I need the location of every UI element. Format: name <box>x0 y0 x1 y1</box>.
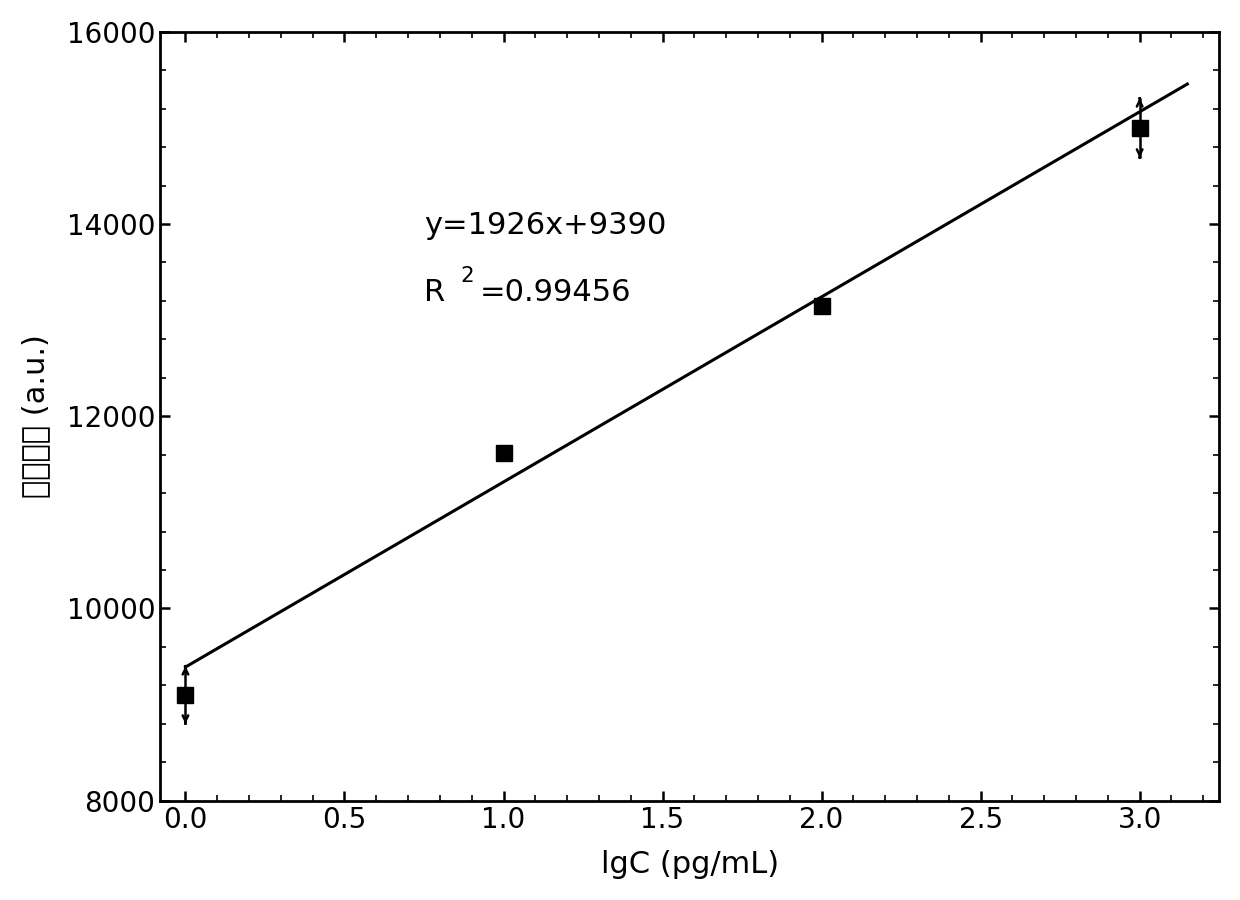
Text: y=1926x+9390: y=1926x+9390 <box>424 211 666 239</box>
Text: =0.99456: =0.99456 <box>480 278 631 307</box>
Text: R: R <box>424 278 445 307</box>
Text: 2: 2 <box>460 266 474 285</box>
X-axis label: lgC (pg/mL): lgC (pg/mL) <box>600 850 779 879</box>
Y-axis label: 拉曼强度 (a.u.): 拉曼强度 (a.u.) <box>21 334 50 499</box>
